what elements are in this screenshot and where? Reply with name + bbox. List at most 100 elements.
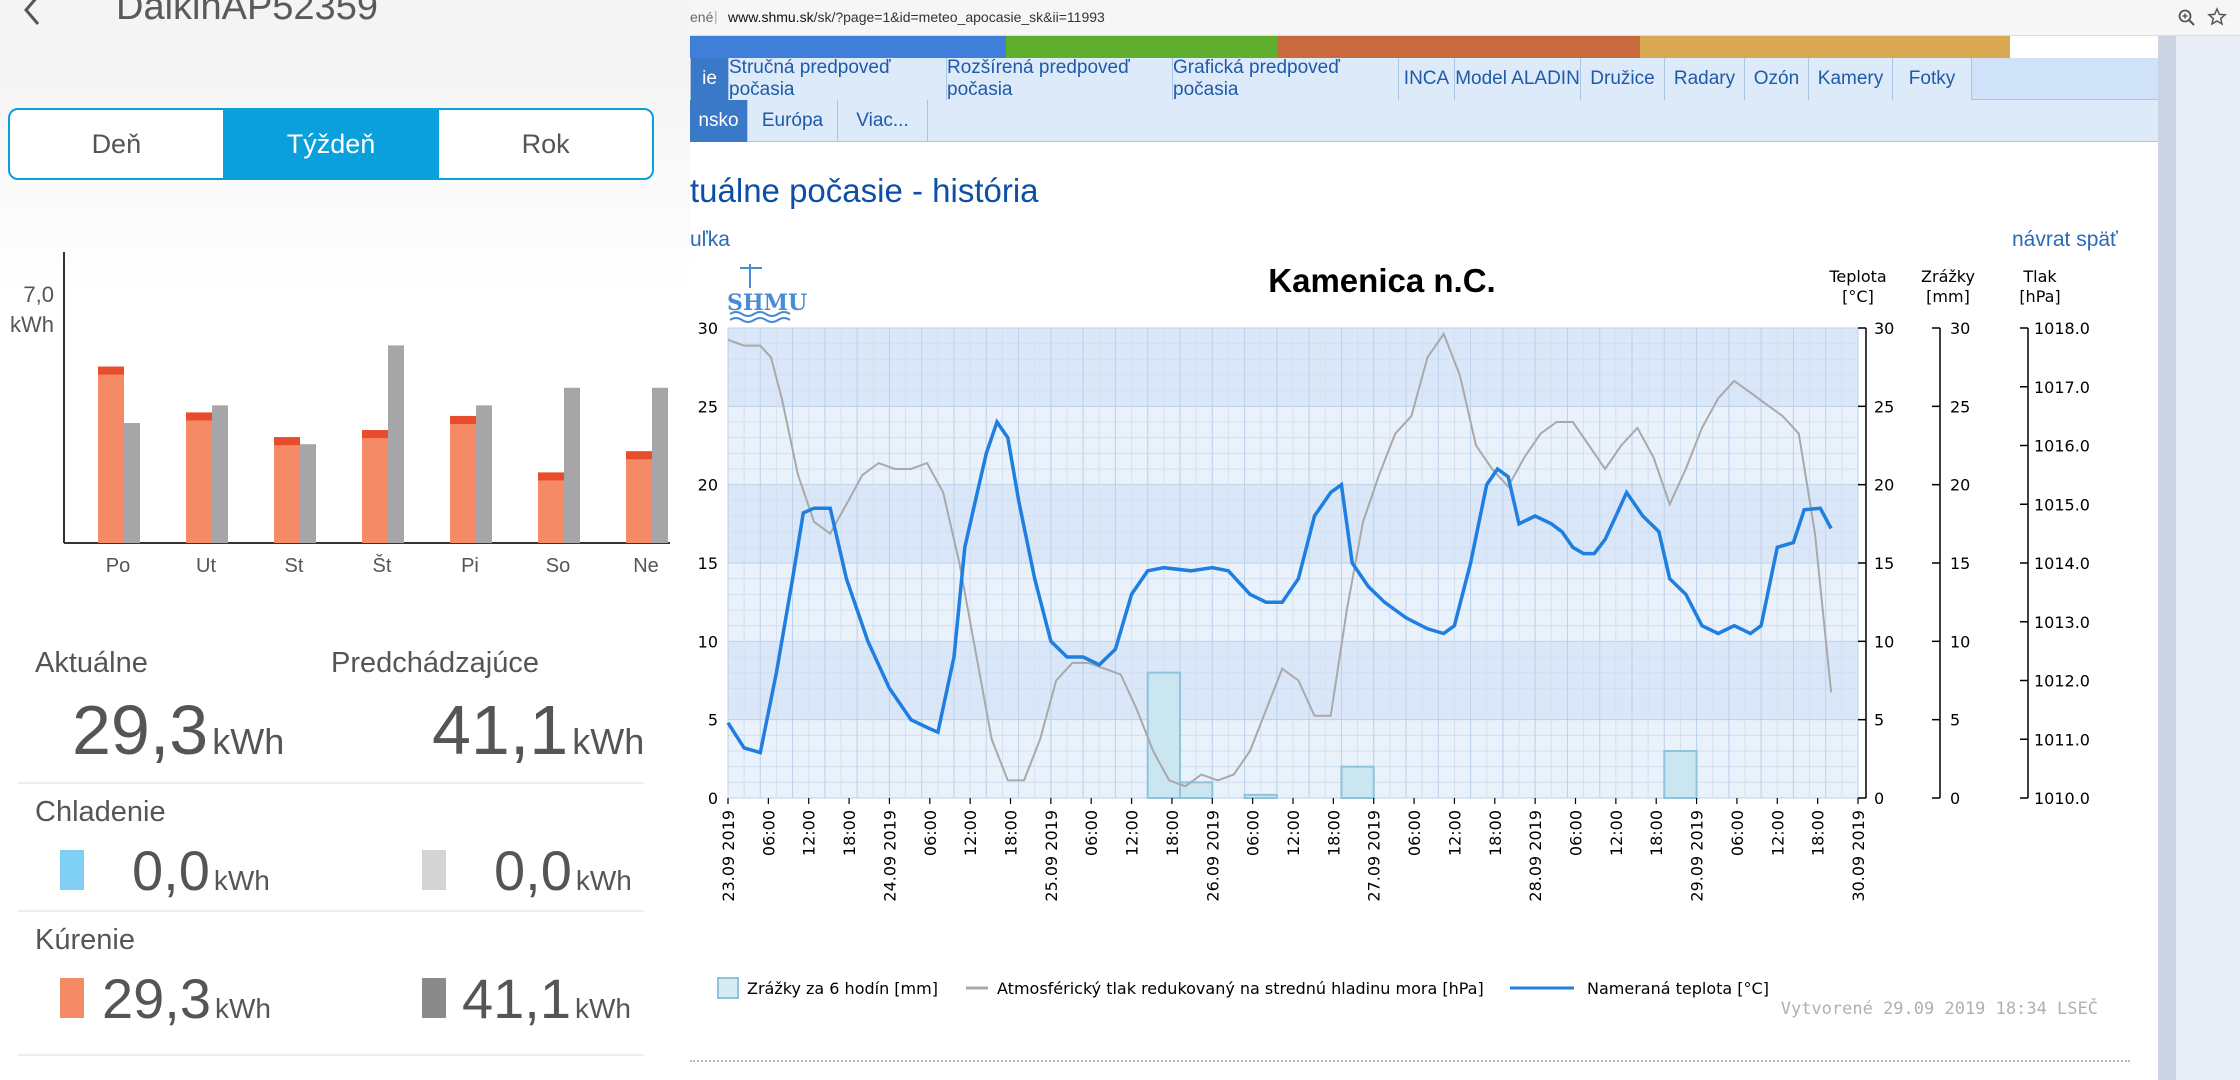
x-label-0: Po xyxy=(106,555,130,577)
chart-legend: Zrážky za 6 hodín [mm] Atmosférický tlak… xyxy=(717,977,1769,999)
bar-current-cap-4 xyxy=(450,415,476,424)
x-tick-label-2: 12:00 xyxy=(800,810,819,856)
precip-bar-1 xyxy=(1179,781,1214,799)
x-label-3: Št xyxy=(373,554,392,577)
x-tick-label-9: 06:00 xyxy=(1082,810,1101,856)
previous-label: Predchádzajúce xyxy=(331,647,539,679)
x-tick-label-12: 26.09 2019 xyxy=(1203,810,1222,902)
subtab-more[interactable]: Viac... xyxy=(838,100,928,142)
heating-label: Kúrenie xyxy=(35,924,135,956)
period-selector: Deň Týždeň Rok xyxy=(8,108,654,180)
tab-satellites[interactable]: Družice xyxy=(1580,58,1664,100)
back-arrow-icon[interactable] xyxy=(14,0,54,30)
bar-previous-6 xyxy=(652,387,668,543)
subtab-slovakia[interactable]: nsko xyxy=(690,100,748,142)
bar-previous-5 xyxy=(564,387,580,543)
tab-inca[interactable]: INCA xyxy=(1398,58,1454,100)
chart-axes: 0 5 10 15 20 25 30 0 5 10 15 20 25 30 0 5 10 15 20 25 30 1010… xyxy=(698,319,2090,808)
precip-tick-5: 25 xyxy=(1950,397,1970,416)
x-tick-label-3: 18:00 xyxy=(840,810,859,856)
temp-tick-6: 30 xyxy=(1874,319,1894,338)
tab-current-weather[interactable]: ie xyxy=(690,58,728,100)
subtab-europe[interactable]: Európa xyxy=(748,100,838,142)
precip-bar-3 xyxy=(1340,765,1375,800)
page-divider xyxy=(690,1060,2130,1062)
bar-previous-0 xyxy=(124,423,140,543)
current-total-unit: kWh xyxy=(212,721,285,762)
legend-precip-swatch xyxy=(717,977,739,999)
tab-short-forecast[interactable]: Stručná predpoveď počasia xyxy=(728,57,946,100)
x-tick-label-16: 27.09 2019 xyxy=(1365,810,1384,902)
weather-history-chart: 0 5 10 15 20 25 30 0 5 10 15 20 25 30 0 5 10 15 20 25 30 1010… xyxy=(698,262,2098,1019)
segment-year[interactable]: Rok xyxy=(521,128,570,159)
bar-previous-1 xyxy=(212,405,228,543)
tab-radars[interactable]: Radary xyxy=(1664,58,1744,100)
temp-tick-3: 15 xyxy=(1874,554,1894,573)
precip-axis-header-2: [mm] xyxy=(1926,287,1970,306)
precip-bar-0 xyxy=(1146,671,1182,799)
temperature-line xyxy=(726,418,1833,755)
address-bar[interactable]: ené | www.shmu.sk/sk/?page=1&id=meteo_ap… xyxy=(690,0,2240,36)
pressure-tick-3: 1013.0 xyxy=(2034,613,2090,632)
x-label-6: Ne xyxy=(633,555,659,577)
x-label-1: Ut xyxy=(196,555,216,577)
x-tick-label-15: 18:00 xyxy=(1324,810,1343,856)
weekly-consumption-chart: 7,0 kWh Po Ut St Št Pi So Ne xyxy=(10,252,670,577)
pressure-tick-4: 1014.0 xyxy=(2034,554,2090,573)
segment-day[interactable]: Deň xyxy=(10,110,225,178)
x-tick-label-0: 23.09 2019 xyxy=(719,810,738,902)
x-tick-label-25: 06:00 xyxy=(1728,810,1747,856)
pressure-tick-1: 1011.0 xyxy=(2034,730,2090,749)
sub-nav-tabs: nsko Európa Viac... xyxy=(690,100,2158,142)
bar-current-5 xyxy=(538,472,564,543)
back-link[interactable]: návrat späť xyxy=(2012,228,2118,251)
banner-gold xyxy=(1640,36,2010,58)
x-tick-label-11: 18:00 xyxy=(1163,810,1182,856)
x-tick-label-13: 06:00 xyxy=(1244,810,1263,856)
cooling-previous-unit: kWh xyxy=(575,865,632,896)
tab-ozone[interactable]: Ozón xyxy=(1744,58,1808,100)
scrollbar-thumb[interactable] xyxy=(2158,36,2176,1080)
previous-total-unit: kWh xyxy=(572,721,645,762)
created-timestamp: Vytvorené 29.09 2019 18:34 LSEČ xyxy=(1781,997,2098,1019)
segment-week[interactable]: Týždeň xyxy=(224,110,440,178)
zoom-icon[interactable] xyxy=(2177,8,2197,28)
precip-bar-4 xyxy=(1663,750,1698,799)
left-tick-1: 5 xyxy=(708,711,718,730)
precip-tick-2: 10 xyxy=(1950,632,1970,651)
x-label-5: So xyxy=(546,555,570,577)
tab-photos[interactable]: Fotky xyxy=(1892,58,1972,100)
main-nav-tabs: ie Stručná predpoveď počasia Rozšírená p… xyxy=(690,57,2158,100)
temp-tick-5: 25 xyxy=(1874,397,1894,416)
pressure-tick-0: 1010.0 xyxy=(2034,789,2090,808)
left-tick-3: 15 xyxy=(698,554,718,573)
pressure-tick-7: 1017.0 xyxy=(2034,378,2090,397)
current-total-value: 29,3 xyxy=(72,691,209,769)
current-label: Aktuálne xyxy=(35,647,148,679)
bar-current-cap-5 xyxy=(538,472,564,481)
y-axis-value-label: 7,0 xyxy=(23,282,54,307)
bookmark-star-icon[interactable] xyxy=(2207,7,2227,27)
heating-previous-unit: kWh xyxy=(575,993,631,1024)
tab-graphic-forecast[interactable]: Grafická predpoveď počasia xyxy=(1172,57,1398,100)
url-text[interactable]: www.shmu.sk/sk/?page=1&id=meteo_apocasie… xyxy=(728,9,1105,25)
banner-white xyxy=(2010,36,2158,58)
x-tick-label-17: 06:00 xyxy=(1405,810,1424,856)
heating-previous-swatch xyxy=(422,978,446,1018)
tab-model-aladin[interactable]: Model ALADIN xyxy=(1454,58,1580,100)
heating-current: 29,3 kWh xyxy=(102,966,271,1031)
temp-tick-0: 0 xyxy=(1874,789,1884,808)
page-heading: tuálne počasie - história xyxy=(690,172,1039,209)
pressure-tick-2: 1012.0 xyxy=(2034,672,2090,691)
table-link[interactable]: uľka xyxy=(690,228,730,251)
x-label-2: St xyxy=(285,555,304,577)
x-tick-label-27: 18:00 xyxy=(1809,810,1828,856)
x-tick-label-7: 18:00 xyxy=(1002,810,1021,856)
tab-extended-forecast[interactable]: Rozšírená predpoveď počasia xyxy=(946,57,1172,100)
temp-tick-2: 10 xyxy=(1874,632,1894,651)
precip-bar-2 xyxy=(1243,793,1278,799)
tab-cameras[interactable]: Kamery xyxy=(1808,58,1892,100)
cooling-previous: 0,0 kWh xyxy=(494,838,632,903)
bar-current-6 xyxy=(626,451,652,543)
app-bars xyxy=(98,345,668,543)
